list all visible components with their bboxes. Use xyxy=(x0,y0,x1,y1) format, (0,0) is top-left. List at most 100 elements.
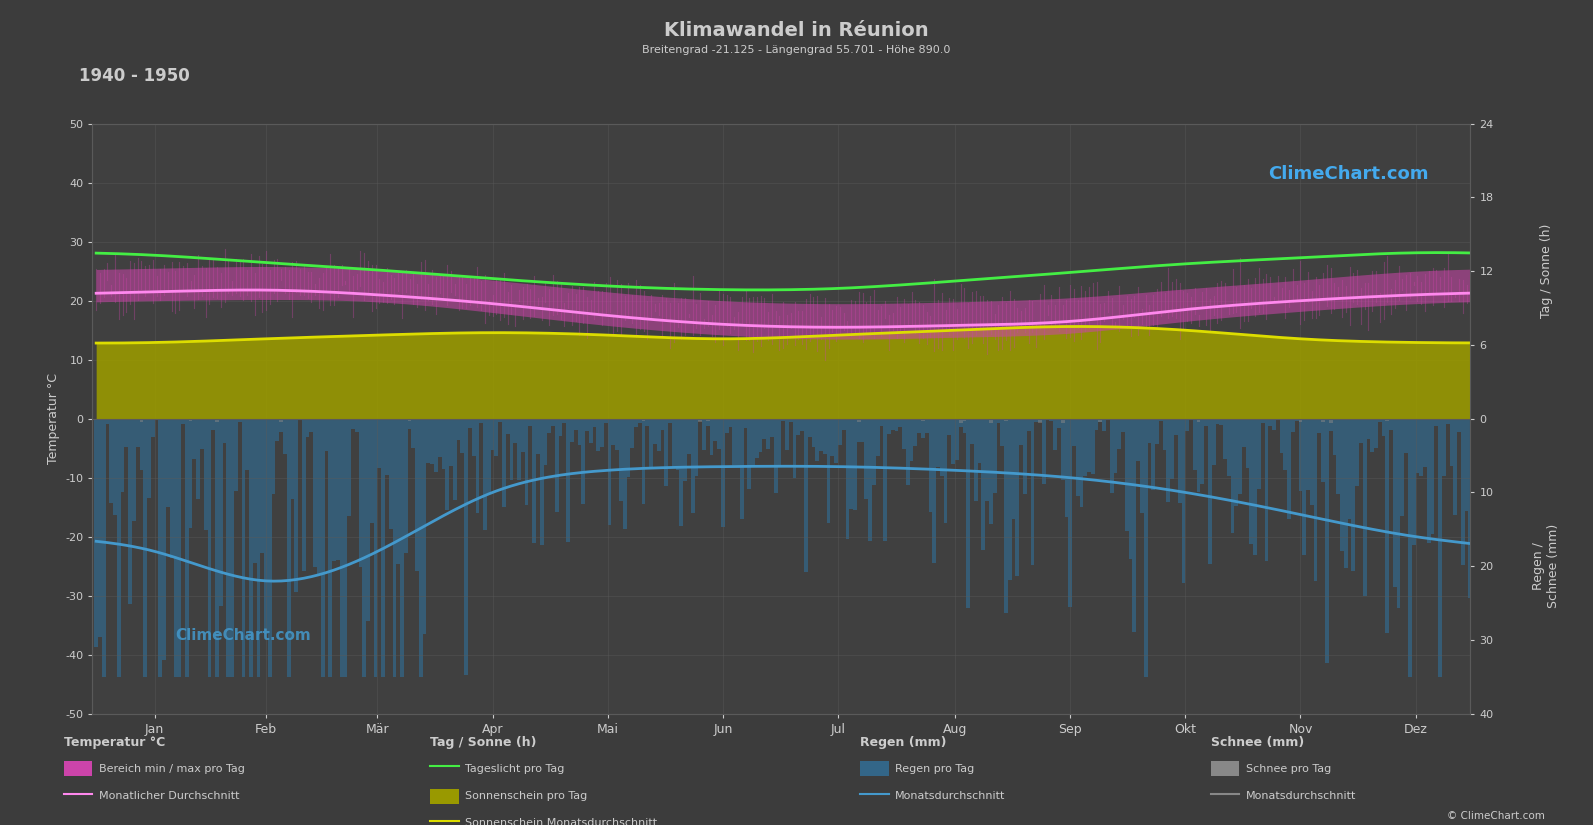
Bar xyxy=(1303,419,1306,555)
Bar xyxy=(430,419,433,464)
Bar xyxy=(725,419,728,433)
Bar xyxy=(510,419,513,480)
Bar xyxy=(1249,419,1254,544)
Bar xyxy=(637,419,642,422)
Text: Bereich min / max pro Tag: Bereich min / max pro Tag xyxy=(99,764,245,774)
Bar xyxy=(789,419,793,422)
Bar xyxy=(956,419,959,460)
Bar xyxy=(1223,419,1227,460)
Bar xyxy=(857,419,860,441)
Bar xyxy=(1086,419,1091,473)
Bar xyxy=(234,419,237,491)
Bar xyxy=(1004,419,1008,613)
Bar xyxy=(422,419,427,634)
Bar xyxy=(1279,419,1284,453)
Bar xyxy=(846,419,849,539)
Bar xyxy=(472,419,476,455)
Bar xyxy=(1008,419,1012,580)
Bar xyxy=(1072,419,1075,446)
Bar xyxy=(709,419,714,455)
Bar xyxy=(1381,419,1386,436)
Bar xyxy=(1171,419,1174,479)
Bar xyxy=(918,419,921,433)
Bar xyxy=(201,419,204,449)
Bar xyxy=(642,419,645,504)
Bar xyxy=(1114,419,1117,474)
Bar xyxy=(405,419,408,554)
Bar xyxy=(1461,419,1464,565)
Bar xyxy=(733,419,736,465)
Bar xyxy=(518,419,521,479)
Bar xyxy=(540,419,543,544)
Bar xyxy=(1121,419,1125,432)
Bar xyxy=(1045,419,1050,420)
Bar xyxy=(1042,419,1045,484)
Bar xyxy=(193,419,196,460)
Bar xyxy=(913,419,918,446)
Bar xyxy=(1306,419,1309,489)
Bar xyxy=(607,419,612,526)
Bar xyxy=(446,419,449,510)
Bar xyxy=(551,419,554,426)
Bar xyxy=(1375,419,1378,448)
Bar xyxy=(578,419,581,420)
Bar xyxy=(381,419,386,676)
Bar xyxy=(1061,419,1064,480)
Bar xyxy=(1166,419,1171,502)
Bar xyxy=(188,419,193,528)
Bar xyxy=(849,419,854,509)
Bar xyxy=(397,419,400,563)
Bar xyxy=(1155,419,1158,445)
Bar xyxy=(970,419,973,444)
Bar xyxy=(102,419,105,676)
Bar xyxy=(158,419,162,676)
Bar xyxy=(943,419,948,523)
Bar xyxy=(1163,419,1166,450)
Bar xyxy=(554,419,559,512)
Bar xyxy=(585,419,589,431)
Bar xyxy=(615,419,620,450)
Bar xyxy=(1039,419,1042,423)
Bar xyxy=(906,419,910,485)
Bar xyxy=(1337,419,1340,494)
Text: Regen pro Tag: Regen pro Tag xyxy=(895,764,975,774)
Bar xyxy=(529,419,532,427)
Bar xyxy=(921,419,926,438)
Bar xyxy=(1469,419,1472,597)
Bar xyxy=(691,419,695,513)
Bar xyxy=(1450,419,1453,465)
Text: Regen (mm): Regen (mm) xyxy=(860,736,946,749)
Bar xyxy=(105,419,110,423)
Bar xyxy=(306,419,309,437)
Bar xyxy=(984,419,989,501)
Bar xyxy=(1442,419,1446,476)
Bar xyxy=(1133,419,1136,632)
Bar xyxy=(344,419,347,676)
Bar xyxy=(1201,419,1204,484)
Bar xyxy=(921,419,926,421)
Bar xyxy=(973,419,978,501)
Bar xyxy=(483,419,487,530)
Bar xyxy=(1389,419,1392,430)
Bar xyxy=(695,419,698,476)
Bar xyxy=(513,419,518,443)
Bar xyxy=(1392,419,1397,587)
Bar xyxy=(1290,419,1295,432)
Bar xyxy=(838,419,841,446)
Bar xyxy=(1182,419,1185,582)
Bar xyxy=(441,419,446,469)
Bar xyxy=(290,419,295,498)
Bar xyxy=(1321,419,1325,422)
Bar xyxy=(1419,419,1423,477)
Bar xyxy=(1329,419,1333,422)
Bar xyxy=(664,419,667,487)
Bar xyxy=(1356,419,1359,486)
Bar xyxy=(1083,419,1086,476)
Bar xyxy=(747,419,752,489)
Bar xyxy=(1238,419,1243,494)
Bar xyxy=(698,419,703,421)
Bar xyxy=(143,419,147,676)
Bar xyxy=(151,419,155,437)
Bar xyxy=(895,419,898,431)
Bar xyxy=(207,419,212,676)
